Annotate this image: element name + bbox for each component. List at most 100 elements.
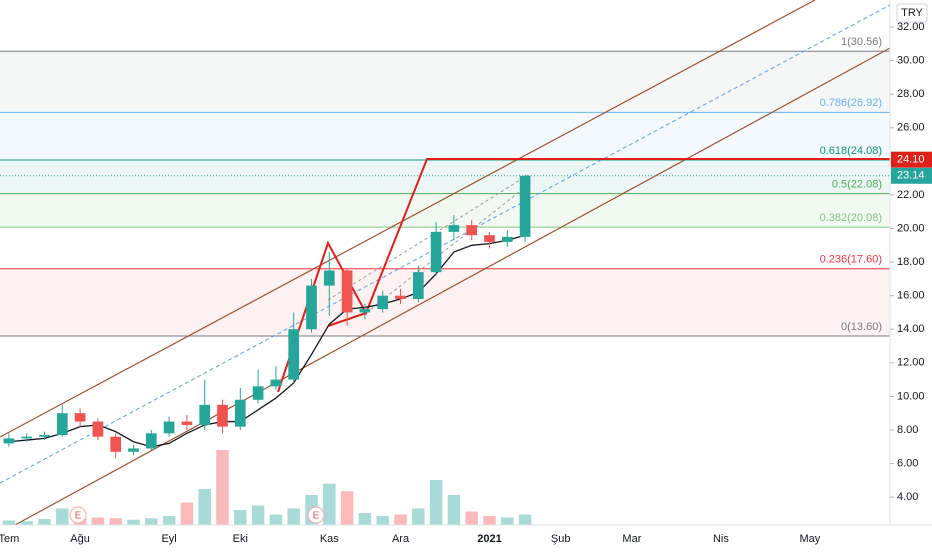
event-marker <box>69 506 87 524</box>
fib-label: 0(13.60) <box>841 321 882 333</box>
candle-body <box>74 413 86 422</box>
y-tick-label: 20.00 <box>897 222 925 234</box>
price-tag-label: 24.10 <box>897 154 925 166</box>
x-tick-label: Nis <box>713 533 729 545</box>
candle-body <box>110 436 122 452</box>
volume-bar <box>91 517 105 525</box>
candle-body <box>484 235 495 242</box>
candle-body <box>199 404 211 425</box>
candle-body <box>21 436 33 439</box>
volume-bar <box>251 505 265 525</box>
price-axis <box>890 0 932 550</box>
y-tick-label: 18.00 <box>897 256 925 268</box>
price-tag <box>891 167 932 184</box>
candle-body <box>377 295 389 310</box>
y-tick-label: 26.00 <box>897 122 925 134</box>
candle-body <box>430 231 442 273</box>
y-tick-label: 22.00 <box>897 189 925 201</box>
currency-box[interactable] <box>896 3 928 23</box>
volume-bar <box>287 508 300 525</box>
candle-body <box>306 285 317 330</box>
candle-body <box>92 421 104 437</box>
volume-bar <box>56 508 69 525</box>
x-tick-label: Eki <box>233 533 248 545</box>
x-tick-label: May <box>800 533 821 545</box>
volume-bar <box>429 480 443 525</box>
x-tick-label: Ara <box>392 533 410 545</box>
y-tick-label: 14.00 <box>897 323 925 335</box>
event-label: E <box>313 511 320 522</box>
candle-body <box>519 175 531 237</box>
volume-bar <box>465 511 478 525</box>
volume-bar <box>109 518 122 525</box>
volume-bar <box>518 514 532 525</box>
y-tick-label: 10.00 <box>897 390 925 402</box>
candle-body <box>3 438 15 444</box>
candle-body <box>270 379 282 387</box>
candle-body <box>128 448 139 452</box>
fib-label: 0.786(26.92) <box>820 97 882 109</box>
volume-bar <box>180 502 194 525</box>
y-tick-label: 32.00 <box>897 21 925 33</box>
y-tick-label: 16.00 <box>897 290 925 302</box>
volume-bar <box>483 516 496 525</box>
volume-bar <box>2 520 16 525</box>
fib-band <box>0 160 890 194</box>
candle-body <box>323 270 335 286</box>
event-marker <box>307 506 325 524</box>
volume-bar <box>376 516 389 525</box>
candle-body <box>217 404 228 427</box>
price-tag-label: 23.14 <box>897 170 925 182</box>
x-tick-label: Tem <box>0 533 19 545</box>
volume-bar <box>198 489 211 525</box>
candle-body <box>395 295 406 300</box>
candle-body <box>448 225 460 232</box>
x-tick-label: Şub <box>551 533 571 545</box>
y-tick-label: 12.00 <box>897 357 925 369</box>
currency[interactable]: TRY <box>901 7 923 19</box>
candle-body <box>501 236 513 242</box>
x-tick-label: Kas <box>320 533 339 545</box>
channel-upper <box>0 0 816 438</box>
fib-band <box>0 193 890 228</box>
volume-bar <box>234 510 247 525</box>
fib-band <box>0 112 890 161</box>
volume-bar <box>323 483 336 525</box>
volume-bar <box>162 516 176 525</box>
volume-bar <box>340 491 354 525</box>
candle-body <box>56 413 68 436</box>
candle-body <box>288 329 300 380</box>
x-tick-label: Ağu <box>70 533 90 545</box>
x-tick-label: Mar <box>622 533 641 545</box>
fib-label: 0.236(17.60) <box>820 254 882 266</box>
candle-body <box>163 421 175 434</box>
guide-line <box>365 184 529 314</box>
fib-band <box>0 268 890 336</box>
fib-label: 1(30.56) <box>841 36 882 48</box>
fib-label: 0.618(24.08) <box>820 145 882 157</box>
candle-body <box>466 225 478 236</box>
candle-body <box>234 399 246 427</box>
volume-bar <box>38 519 51 525</box>
y-tick-label: 28.00 <box>897 88 925 100</box>
candle-body <box>412 272 424 300</box>
candle-body <box>145 433 157 449</box>
price-tag <box>891 151 932 168</box>
candle-body <box>181 421 193 425</box>
volume-bar <box>20 521 33 525</box>
volume-bar <box>447 495 461 525</box>
volume-bar <box>358 513 372 525</box>
volume-bar <box>145 518 158 525</box>
volume-bar <box>269 514 283 525</box>
fib-label: 0.5(22.08) <box>832 178 882 190</box>
volume-bar <box>501 517 514 525</box>
volume-bar <box>216 450 229 525</box>
volume-bar <box>394 514 407 525</box>
fib-band <box>0 51 890 113</box>
candle-body <box>359 309 371 313</box>
y-tick-label: 4.00 <box>897 491 918 503</box>
channel-mid <box>0 4 890 484</box>
y-tick-label: 30.00 <box>897 55 925 67</box>
volume-bar <box>412 508 425 525</box>
